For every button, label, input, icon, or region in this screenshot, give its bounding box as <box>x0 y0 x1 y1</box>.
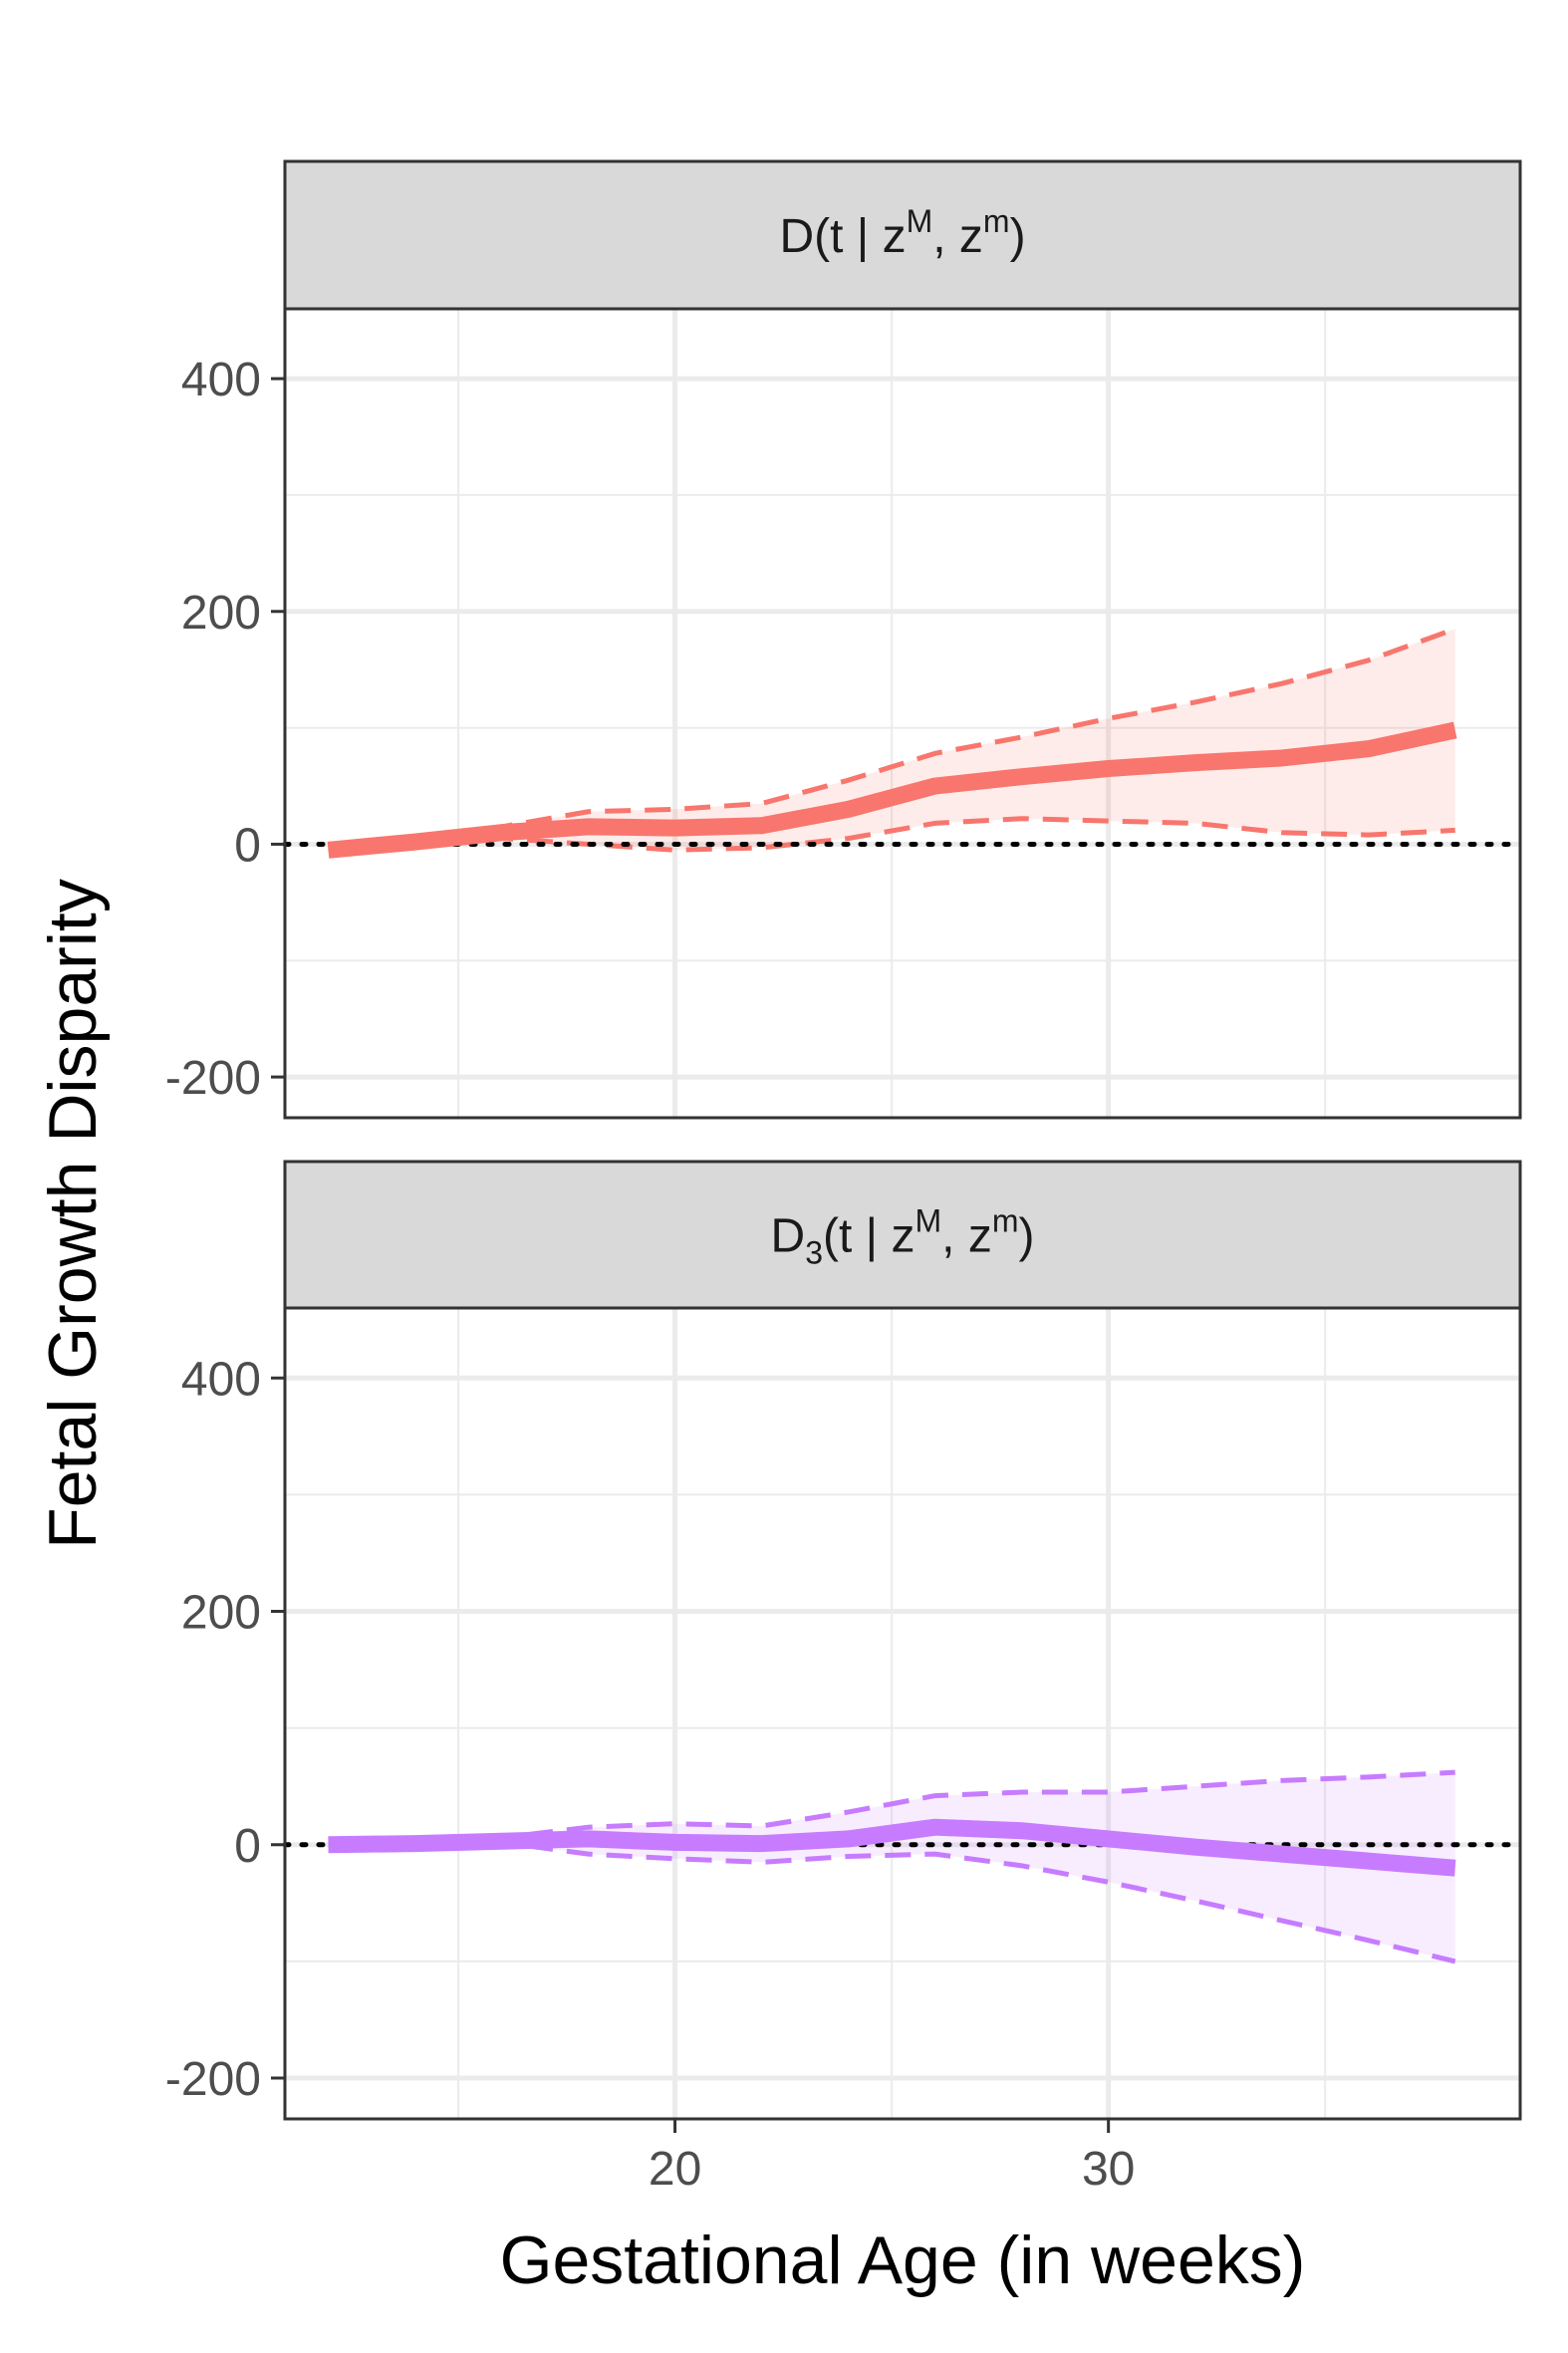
panel-2: D3(t | zM, zm) -200 0 200 400 <box>165 1160 1523 2121</box>
x-tick-label: 30 <box>1082 2143 1135 2196</box>
y-tick-label: -200 <box>165 2053 261 2106</box>
facet-strip <box>283 159 1522 311</box>
lower-bound-line <box>328 816 1455 853</box>
y-tick-label: 200 <box>181 1587 261 1640</box>
facet-strip <box>283 1160 1522 1310</box>
facet-strip-label: D(t | zM, zm) <box>779 203 1025 263</box>
x-axis-title: Gestational Age (in weeks) <box>500 2222 1306 2298</box>
confidence-band <box>328 629 1455 851</box>
y-tick-label: 400 <box>181 354 261 406</box>
upper-bound-line <box>328 626 1456 847</box>
confidence-band <box>328 1772 1455 1961</box>
upper-bound-line <box>328 1769 1455 1848</box>
panel-background <box>285 1308 1520 2119</box>
y-tick-label: -200 <box>165 1052 261 1105</box>
x-tick-label: 20 <box>649 2143 701 2196</box>
estimate-line <box>328 1818 1456 1877</box>
panel-background <box>285 309 1520 1118</box>
y-tick-label: 400 <box>181 1353 261 1406</box>
estimate-line <box>327 721 1457 859</box>
y-tick-label: 0 <box>234 819 261 872</box>
y-tick-label: 0 <box>234 1820 261 1873</box>
y-tick-label: 200 <box>181 587 261 640</box>
lower-bound-line <box>328 1839 1456 1964</box>
facet-strip-label: D3(t | zM, zm) <box>771 1203 1035 1271</box>
panel-1: D(t | zM, zm) -200 0 200 400 <box>165 159 1523 1120</box>
y-axis-title: Fetal Growth Disparity <box>35 879 111 1549</box>
